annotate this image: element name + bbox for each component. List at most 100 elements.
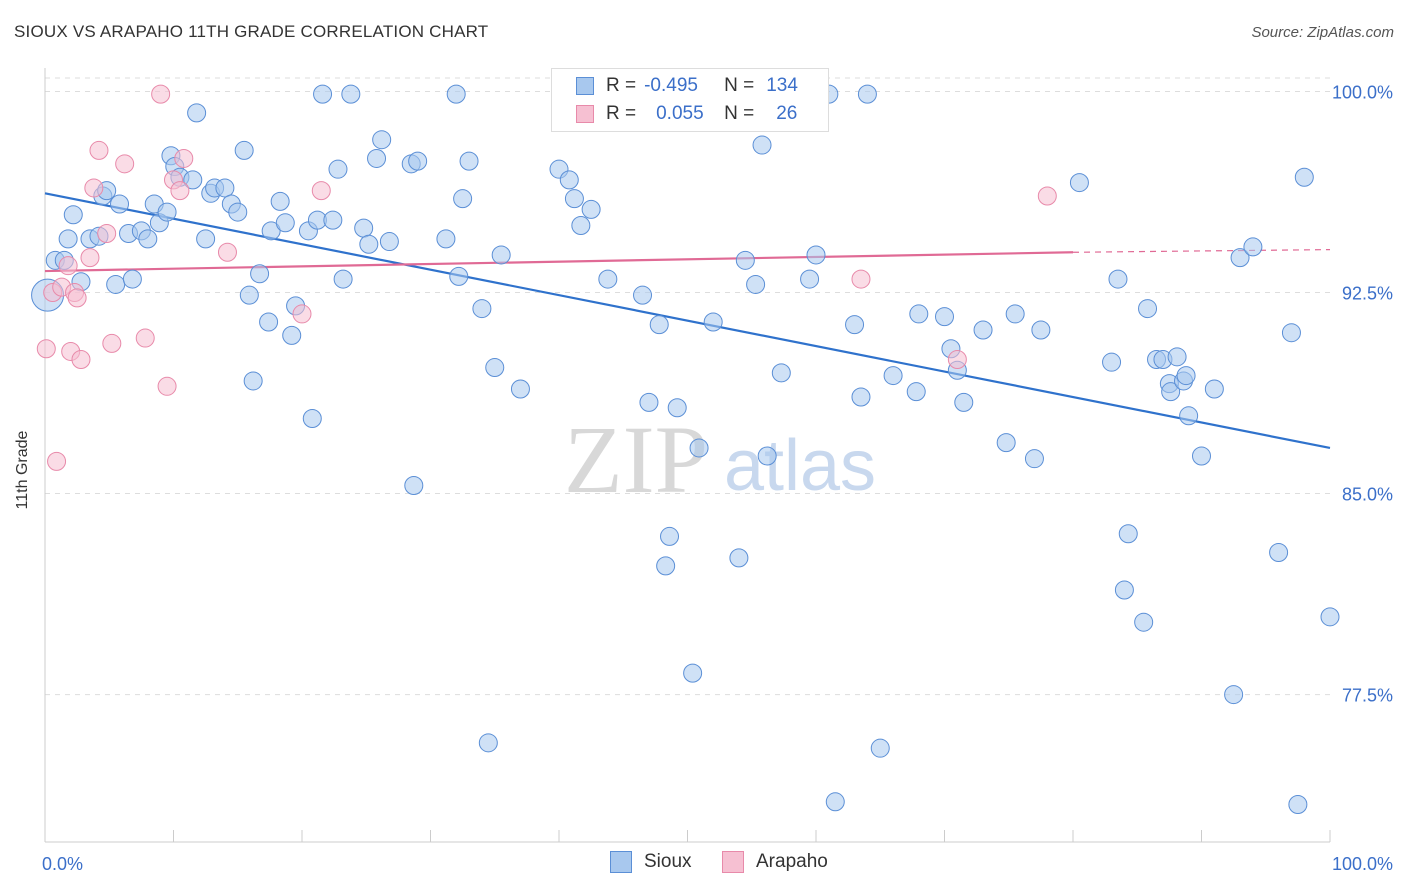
source-label: Source: ZipAtlas.com: [1251, 24, 1394, 41]
sioux-point: [996, 433, 1016, 453]
sioux-point: [1102, 352, 1122, 372]
sioux-point: [656, 556, 676, 576]
sioux-point: [63, 205, 83, 225]
arapaho-r-value: 0.055: [656, 103, 704, 124]
sioux-point: [845, 315, 865, 335]
bottom-arapaho-label: Arapaho: [756, 851, 828, 872]
arapaho-point: [71, 350, 91, 369]
sioux-point: [453, 189, 473, 209]
bottom-legend-arapaho: Arapaho: [722, 851, 828, 873]
sioux-point: [1005, 304, 1025, 324]
sioux-point: [485, 358, 505, 378]
sioux-point: [196, 229, 216, 249]
arapaho-point: [84, 178, 104, 198]
sioux-point: [250, 264, 270, 284]
sioux-point: [215, 178, 235, 198]
sioux-point: [1294, 167, 1314, 187]
sioux-point: [729, 548, 749, 568]
sioux-point: [1224, 685, 1244, 705]
sioux-point: [633, 285, 653, 305]
sioux-point: [1288, 794, 1308, 814]
arapaho-point: [36, 339, 56, 359]
bottom-sioux-swatch: [610, 851, 632, 873]
sioux-point: [746, 274, 766, 294]
watermark: ZIP atlas: [564, 406, 876, 513]
legend-row-arapaho: R = 0.055 N = 26: [552, 101, 797, 127]
sioux-point: [449, 266, 469, 286]
sioux-point: [954, 392, 974, 412]
sioux-point: [1069, 173, 1089, 193]
arapaho-point: [58, 256, 78, 276]
arapaho-point: [102, 333, 122, 353]
sioux-point: [667, 398, 687, 418]
sioux-point: [313, 84, 333, 104]
sioux-point: [689, 438, 709, 458]
sioux-point: [757, 446, 777, 466]
arapaho-point: [67, 288, 87, 308]
sioux-point: [372, 130, 392, 150]
sioux-point: [259, 312, 279, 332]
sioux-point: [660, 526, 680, 546]
arapaho-n-value: 26: [776, 103, 798, 124]
arapaho-point: [1037, 186, 1057, 206]
legend-row-sioux: R = -0.495 N = 134: [552, 73, 798, 99]
sioux-point: [906, 382, 926, 402]
sioux-point: [735, 250, 755, 270]
sioux-point: [459, 151, 479, 171]
arapaho-point: [97, 224, 117, 244]
arapaho-point: [217, 242, 237, 262]
sioux-point: [1134, 612, 1154, 632]
sioux-point: [857, 84, 877, 104]
arapaho-point: [311, 181, 331, 201]
data-points: [31, 84, 1340, 814]
sioux-point: [328, 159, 348, 179]
trend-lines: [44, 192, 1331, 450]
sioux-point: [1281, 323, 1301, 343]
y-axis-label: 11th Grade: [14, 430, 31, 510]
sioux-point: [1167, 347, 1187, 367]
sioux-point: [649, 315, 669, 335]
sioux-point: [1243, 237, 1263, 257]
arapaho-n-label: N =: [724, 103, 755, 124]
sioux-point: [243, 371, 263, 391]
arapaho-point: [151, 84, 171, 104]
sioux-point: [909, 304, 929, 324]
sioux-point: [564, 189, 584, 209]
sioux-point: [359, 234, 379, 254]
sioux-point: [379, 232, 399, 252]
sioux-point: [1320, 607, 1340, 627]
sioux-point: [1161, 382, 1181, 402]
sioux-point: [1204, 379, 1224, 399]
sioux-point: [703, 312, 723, 332]
sioux-point: [472, 299, 492, 319]
bottom-arapaho-swatch: [722, 851, 744, 873]
sioux-n-label: N =: [724, 75, 755, 96]
sioux-point: [1230, 248, 1250, 268]
sioux-r-label: R =: [606, 75, 637, 96]
sioux-point: [1138, 299, 1158, 319]
stats-legend: R = -0.495 N = 134 R = 0.055 N = 26: [551, 68, 829, 132]
sioux-point: [1031, 320, 1051, 340]
arapaho-point: [174, 148, 194, 168]
sioux-point: [1108, 269, 1128, 289]
sioux-point: [446, 84, 466, 104]
sioux-point: [138, 229, 158, 249]
sioux-point: [157, 202, 177, 222]
arapaho-point: [292, 304, 312, 324]
arapaho-point: [170, 181, 190, 201]
sioux-point: [333, 269, 353, 289]
x-tick-label: 0.0%: [42, 854, 83, 874]
sioux-point: [478, 733, 498, 753]
sioux-point: [1179, 406, 1199, 426]
y-tick-label: 85.0%: [1342, 485, 1393, 505]
bottom-legend: Sioux Arapaho: [0, 851, 1406, 877]
arapaho-point: [157, 376, 177, 396]
sioux-point: [261, 221, 281, 241]
arapaho-trend-extension: [1072, 248, 1331, 253]
sioux-point: [367, 148, 387, 168]
chart-title: SIOUX VS ARAPAHO 11TH GRADE CORRELATION …: [14, 22, 489, 41]
arapaho-point: [947, 350, 967, 369]
tick-labels: 100.0% 92.5% 85.0% 77.5% 0.0% 100.0%: [42, 82, 1393, 874]
sioux-point: [1192, 446, 1211, 466]
